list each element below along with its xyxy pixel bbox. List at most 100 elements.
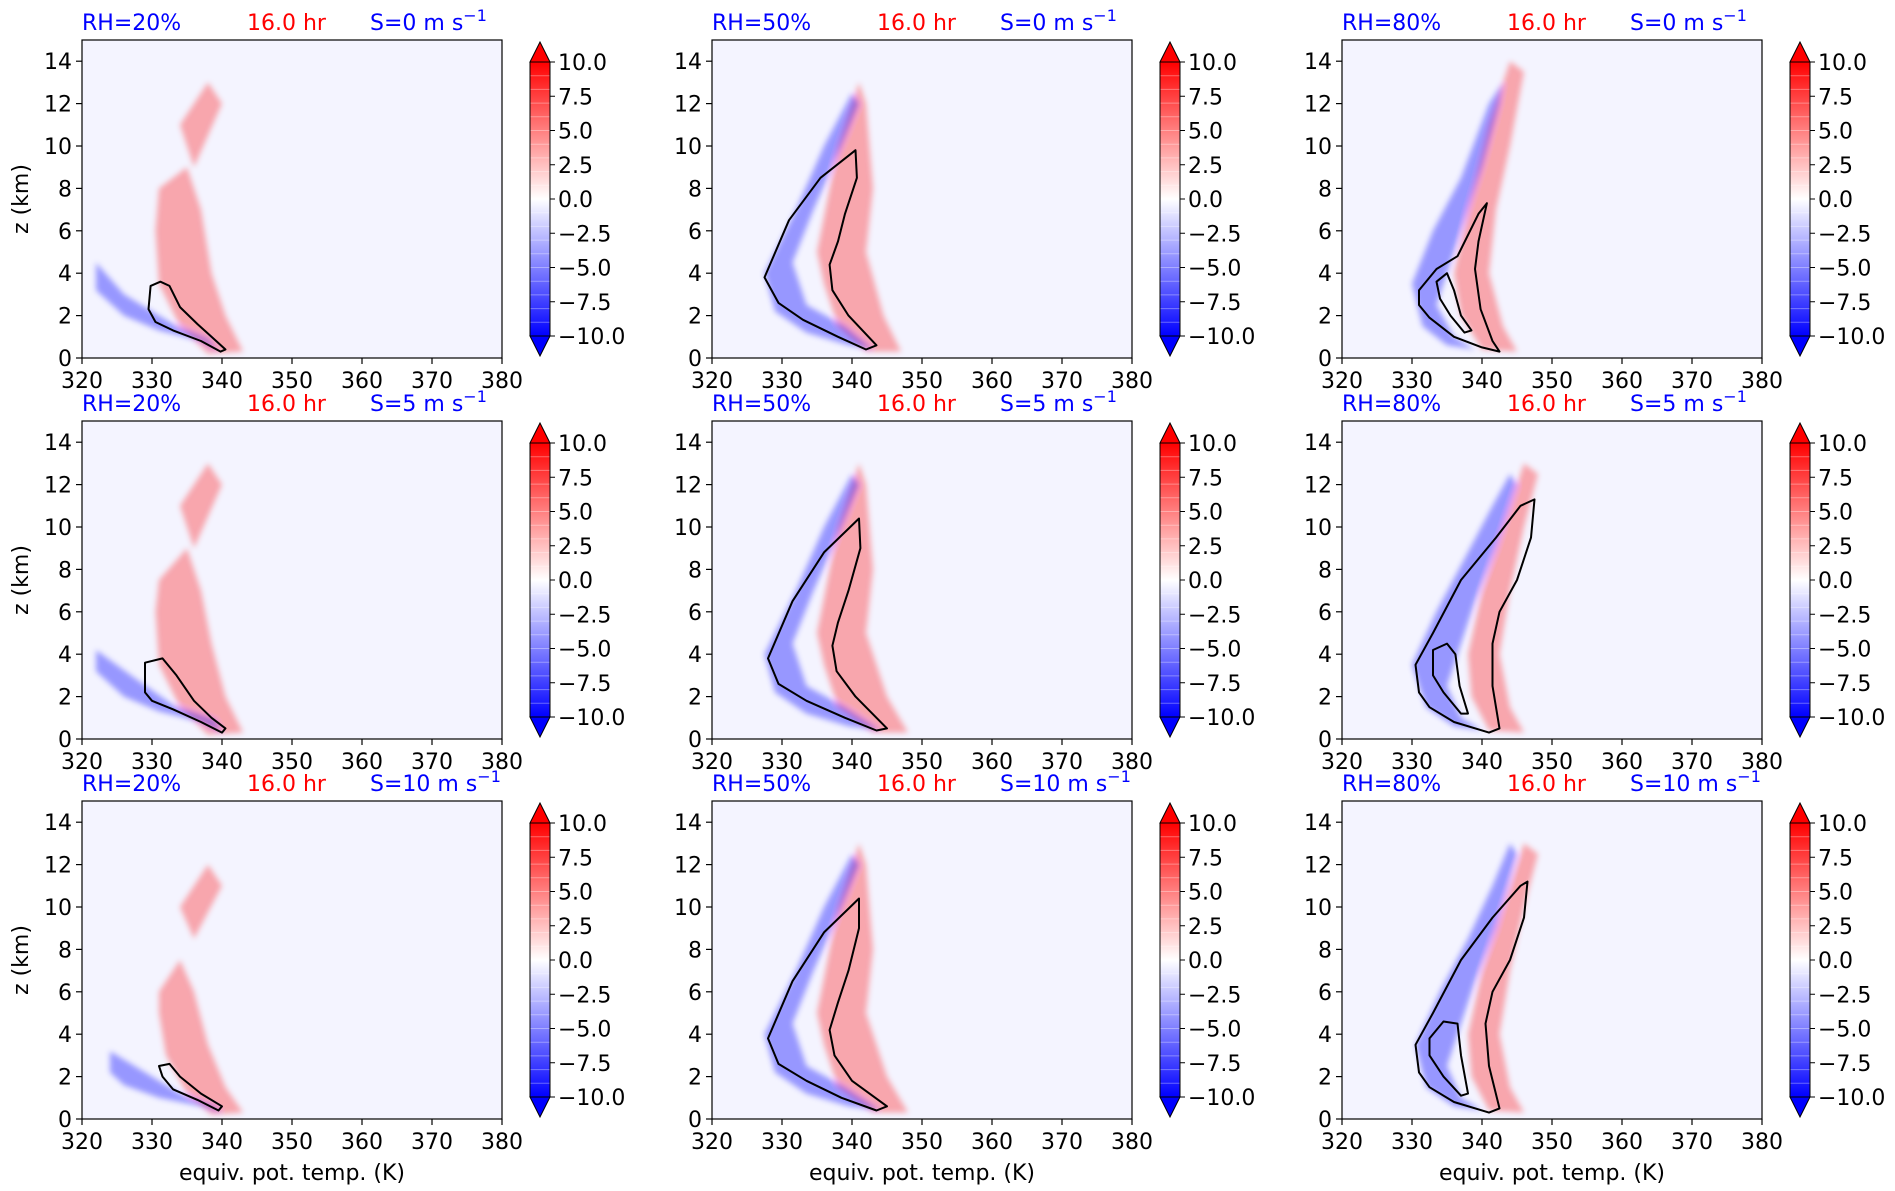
colorbar-tick-label: 5.0 — [1818, 881, 1853, 906]
shear-exponent: −1 — [1093, 6, 1117, 25]
contour-line — [1428, 1020, 1469, 1097]
y-tick-label: 8 — [58, 177, 72, 202]
positive-region — [180, 864, 222, 939]
panel-rh80-s10: RH=80% 16.0 hr S=10 m s−1 320 330 340 350 360 37… — [1304, 767, 1885, 1186]
x-tick-label: 370 — [1041, 1130, 1083, 1155]
colorbar-tick-label: 10.0 — [558, 812, 607, 837]
field-layer — [96, 82, 243, 354]
negative-region — [96, 650, 222, 733]
y-tick-label: 10 — [674, 135, 702, 160]
shear-text: S=5 m s — [1000, 392, 1093, 417]
panel-rh-label: RH=20% — [82, 392, 181, 417]
x-tick-label: 350 — [1531, 1130, 1573, 1155]
x-tick-label: 320 — [691, 369, 733, 394]
colorbar-tick-label: −5.0 — [558, 257, 611, 282]
x-tick-label: 320 — [61, 1130, 103, 1155]
y-tick-label: 14 — [674, 811, 702, 836]
colorbar-gradient — [1160, 62, 1180, 336]
y-tick-label: 2 — [688, 1066, 702, 1091]
panel-rh80-s5: RH=80% 16.0 hr S=5 m s−1 320 330 340 350 360 370… — [1304, 387, 1885, 775]
colorbar-tick-label: −5.0 — [1818, 1018, 1871, 1043]
y-tick-label: 8 — [1318, 558, 1332, 583]
colorbar-tick-label: −10.0 — [558, 706, 625, 731]
y-tick-label: 6 — [58, 981, 72, 1006]
shear-exponent: −1 — [477, 767, 501, 786]
x-tick-label: 330 — [761, 1130, 803, 1155]
colorbar-tick-label: 5.0 — [1818, 120, 1853, 145]
shear-text: S=10 m s — [1000, 772, 1107, 797]
contour-line — [1414, 498, 1536, 734]
negative-region — [764, 474, 880, 731]
colorbar-gradient — [1790, 62, 1810, 336]
x-tick-label: 340 — [201, 750, 243, 775]
positive-region — [155, 167, 243, 354]
y-tick-label: 0 — [688, 1108, 702, 1133]
colorbar-extend-max — [1789, 801, 1811, 824]
colorbar-tick-label: −2.5 — [1188, 603, 1241, 628]
colorbar-tick-label: 2.5 — [1818, 915, 1853, 940]
y-axis-label: z (km) — [9, 164, 34, 234]
panel-time-label: 16.0 hr — [247, 11, 327, 36]
colorbar-tick-label: 0.0 — [1818, 569, 1853, 594]
colorbar-tick-label: 10.0 — [558, 432, 607, 457]
panel-rh50-s5: RH=50% 16.0 hr S=5 m s−1 320 330 340 350 360 370… — [674, 387, 1255, 775]
colorbar-tick-label: 0.0 — [1188, 949, 1223, 974]
colorbar-tick-label: −7.5 — [1818, 291, 1871, 316]
y-tick-label: 12 — [1304, 474, 1332, 499]
colorbar-extend-max — [529, 421, 551, 444]
x-tick-label: 350 — [271, 369, 313, 394]
colorbar-tick-label: 7.5 — [1818, 466, 1853, 491]
colorbar-tick-label: −10.0 — [1188, 325, 1255, 350]
panel-time-label: 16.0 hr — [1507, 392, 1587, 417]
x-tick-label: 360 — [1601, 369, 1643, 394]
y-tick-label: 8 — [58, 938, 72, 963]
colorbar-tick-label: 2.5 — [1188, 535, 1223, 560]
colorbar-extend-min — [1159, 335, 1181, 358]
y-tick-label: 2 — [1318, 686, 1332, 711]
colorbar-tick-label: −5.0 — [1188, 638, 1241, 663]
y-tick-label: 12 — [1304, 93, 1332, 118]
x-tick-label: 320 — [1321, 369, 1363, 394]
panel-rh-label: RH=50% — [712, 11, 811, 36]
colorbar-extend-max — [529, 801, 551, 824]
y-tick-label: 4 — [1318, 1023, 1332, 1048]
y-tick-label: 8 — [688, 558, 702, 583]
y-tick-label: 6 — [688, 601, 702, 626]
panel-rh-label: RH=80% — [1342, 772, 1441, 797]
colorbar-tick-label: −10.0 — [1818, 706, 1885, 731]
y-tick-label: 10 — [1304, 516, 1332, 541]
colorbar-tick-label: −5.0 — [1188, 257, 1241, 282]
y-axis-label: z (km) — [9, 545, 34, 615]
x-tick-label: 320 — [691, 750, 733, 775]
x-tick-label: 350 — [271, 1130, 313, 1155]
y-tick-label: 6 — [58, 220, 72, 245]
colorbar-tick-label: 0.0 — [558, 949, 593, 974]
y-tick-label: 2 — [58, 686, 72, 711]
x-tick-label: 320 — [691, 1130, 733, 1155]
field-layer — [763, 82, 901, 352]
shear-text: S=0 m s — [1630, 11, 1723, 36]
colorbar-extend-max — [1789, 40, 1811, 63]
plot-background — [1342, 801, 1762, 1119]
y-tick-label: 6 — [1318, 981, 1332, 1006]
panel-rh20-s10: RH=20% 16.0 hr S=10 m s−1 320 330 340 350 360 37… — [9, 767, 625, 1186]
colorbar-tick-label: −2.5 — [1818, 983, 1871, 1008]
colorbar: 10.0 7.5 5.0 2.5 0.0 −2.5 −5.0 −7.5 −10.0 — [1159, 801, 1255, 1119]
panel-rh20-s5: RH=20% 16.0 hr S=5 m s−1 320 330 340 350 360 370… — [9, 387, 625, 775]
x-tick-label: 330 — [761, 369, 803, 394]
colorbar-tick-label: 5.0 — [1188, 120, 1223, 145]
x-tick-label: 340 — [1461, 750, 1503, 775]
positive-region — [180, 82, 222, 168]
colorbar-tick-label: −10.0 — [1818, 1086, 1885, 1111]
y-tick-label: 14 — [674, 50, 702, 75]
colorbar-tick-label: −7.5 — [1818, 1052, 1871, 1077]
y-tick-label: 4 — [688, 262, 702, 287]
panel-rh-label: RH=80% — [1342, 392, 1441, 417]
colorbar-tick-label: 7.5 — [1818, 846, 1853, 871]
y-tick-label: 12 — [44, 93, 72, 118]
x-tick-label: 380 — [481, 1130, 523, 1155]
colorbar-tick-label: −7.5 — [558, 1052, 611, 1077]
x-tick-label: 380 — [481, 750, 523, 775]
colorbar-extend-max — [529, 40, 551, 63]
colorbar-tick-label: 0.0 — [1188, 188, 1223, 213]
